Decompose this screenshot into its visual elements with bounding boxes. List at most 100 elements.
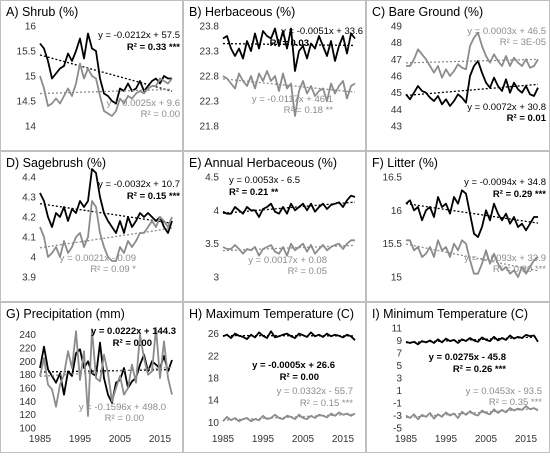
panel-6: F) Litter (%) 15 15.5 16 16.5 y = -0.0094x + … bbox=[367, 152, 550, 302]
panel-3-ytick-label: 45 bbox=[391, 88, 403, 99]
panel-2-annotation-4: R² = 0.18 ** bbox=[284, 105, 334, 116]
panel-3-title: C) Bare Ground (%) bbox=[372, 5, 483, 19]
panel-3-annotation-1: y = 0.0003x + 46.5 bbox=[467, 26, 546, 37]
panel-6-annotation-2: R² = 0.29 *** bbox=[493, 189, 546, 200]
panel-1-ytick-label: 15 bbox=[25, 72, 37, 83]
panel-7-ytick-label: 100 bbox=[19, 424, 36, 435]
panel-1-ytick-label: 14 bbox=[25, 122, 37, 133]
panel-1-annotation-2: R² = 0.33 *** bbox=[127, 42, 180, 53]
panel-2-title: B) Herbaceous (%) bbox=[189, 5, 295, 19]
panel-7-annotation-3: y = -0.1596x + 498.0 bbox=[79, 402, 166, 413]
panel-8-ytick-label: 14 bbox=[208, 396, 220, 407]
panel-8-xtick-label: 2015 bbox=[332, 434, 355, 445]
panel-9-annotation-4: R² = 0.35 *** bbox=[489, 397, 542, 408]
panel-6-ytick-label: 16.5 bbox=[383, 173, 403, 184]
panel-4-ytick-label: 4.3 bbox=[22, 193, 36, 204]
panel-4-annotation-4: R² = 0.09 * bbox=[90, 264, 136, 275]
panel-3-ytick-label: 49 bbox=[391, 22, 403, 33]
panel-5-annotation-1: y = 0.0053x - 6.5 bbox=[229, 175, 300, 186]
panel-6-annotation-1: y = -0.0094x + 34.8 bbox=[464, 177, 546, 188]
panel-2-annotation-1: y = -0.0051x + 33.6 bbox=[281, 26, 363, 37]
panel-9-title: I) Minimum Temperature (C) bbox=[372, 307, 528, 321]
panel-7-xtick-label: 2005 bbox=[109, 434, 132, 445]
panel-7-title: G) Precipitation (mm) bbox=[6, 307, 125, 321]
panel-9-xtick-label: 1985 bbox=[395, 434, 418, 445]
panel-6-ytick-label: 15 bbox=[391, 273, 403, 284]
panel-8-annotation-2: R² = 0.00 bbox=[280, 372, 319, 383]
panel-2-annotation-2: R² = 0.03 bbox=[270, 38, 309, 49]
panel-1-ytick-label: 14.5 bbox=[17, 97, 37, 108]
panel-8-ytick-label: 10 bbox=[208, 418, 220, 429]
panel-4-annotation-2: R² = 0.15 *** bbox=[127, 191, 180, 202]
panel-3-ytick-label: 48 bbox=[391, 38, 403, 49]
panel-9-xtick-label: 1995 bbox=[435, 434, 458, 445]
panel-9-xtick-label: 2015 bbox=[515, 434, 538, 445]
panel-9-ytick-label: 1 bbox=[396, 386, 402, 397]
panel-3-ytick-label: 44 bbox=[391, 105, 403, 116]
panel-5-ytick-label: 3.5 bbox=[205, 239, 219, 250]
panel-3-annotation-4: R² = 0.01 bbox=[507, 113, 547, 124]
panel-9-ytick-label: 9 bbox=[396, 336, 402, 347]
panel-4-ytick-label: 4 bbox=[30, 253, 36, 264]
panel-9-ytick-label: -5 bbox=[393, 424, 402, 435]
panel-5-ytick-label: 3 bbox=[213, 273, 219, 284]
panel-3-annotation-2: R² = 3E-05 bbox=[500, 37, 546, 48]
panel-6-annotation-4: R² = 0.30 *** bbox=[493, 264, 546, 275]
panel-9: I) Minimum Temperature (C)-5-3-113579111… bbox=[367, 303, 550, 453]
panel-6-ytick-label: 16 bbox=[391, 206, 403, 217]
panel-5-annotation-3: y = 0.0017x + 0.08 bbox=[248, 255, 327, 266]
panel-3-ytick-label: 46 bbox=[391, 72, 403, 83]
panel-1-ytick-label: 16 bbox=[25, 22, 37, 33]
panel-9-ytick-label: -3 bbox=[393, 411, 402, 422]
panel-1-title: A) Shrub (%) bbox=[6, 5, 78, 19]
panel-7-xtick-label: 1995 bbox=[69, 434, 92, 445]
panel-2-annotation-3: y = -0.0117x + 46.1 bbox=[252, 94, 333, 105]
panel-9-ytick-label: 5 bbox=[396, 361, 402, 372]
panel-5-ytick-label: 4 bbox=[213, 206, 219, 217]
panel-8-annotation-1: y = -0.0005x + 26.6 bbox=[252, 360, 335, 371]
panel-4-annotation-3: y = 0.0021x - 0.09 bbox=[60, 253, 136, 264]
panel-3-ytick-label: 47 bbox=[391, 55, 403, 66]
panel-8: H) Maximum Temperature (C)10141822261985… bbox=[184, 303, 366, 453]
panel-7-annotation-4: R² = 0.00 bbox=[105, 413, 144, 424]
panel-2-ytick-label: 23.3 bbox=[200, 47, 220, 58]
panel-8-xtick-label: 1995 bbox=[252, 434, 275, 445]
panel-7-ytick-label: 200 bbox=[19, 357, 36, 368]
panel-6-ytick-label: 15.5 bbox=[383, 239, 403, 250]
panel-9-xtick-label: 2005 bbox=[475, 434, 498, 445]
panel-2-ytick-label: 22.8 bbox=[200, 72, 220, 83]
panel-3-annotation-3: y = 0.0072x + 30.8 bbox=[467, 102, 546, 113]
panel-1-annotation-4: R² = 0.00 bbox=[141, 109, 180, 120]
panel-8-ytick-label: 26 bbox=[208, 329, 220, 340]
panel-5-ytick-label: 4.5 bbox=[205, 173, 219, 184]
panel-3: C) Bare Ground (%) 43 44 45 46 47 48 49 y = 0.00… bbox=[367, 1, 550, 151]
panel-4: D) Sagebrush (%)3.944.14.24.34.4y = -0.0… bbox=[1, 152, 183, 302]
panel-3-ytick-label: 43 bbox=[391, 122, 403, 133]
panel-7-ytick-label: 180 bbox=[19, 370, 36, 381]
panel-1-annotation-3: y = 0.0025x + 9.6 bbox=[107, 98, 180, 109]
panel-5-annotation-4: R² = 0.05 bbox=[288, 266, 327, 277]
panel-8-xtick-label: 2005 bbox=[292, 434, 315, 445]
panel-9-ytick-label: 7 bbox=[396, 349, 402, 360]
panel-4-title: D) Sagebrush (%) bbox=[6, 156, 106, 170]
panel-6-title: F) Litter (%) bbox=[372, 156, 438, 170]
panel-4-annotation-1: y = -0.0032x + 10.7 bbox=[98, 179, 180, 190]
panel-9-ytick-label: 11 bbox=[392, 324, 403, 335]
panel-5-title: E) Annual Herbaceous (%) bbox=[189, 156, 337, 170]
panel-8-title: H) Maximum Temperature (C) bbox=[189, 307, 354, 321]
panel-7-ytick-label: 120 bbox=[19, 410, 36, 421]
panel-4-ytick-label: 3.9 bbox=[22, 273, 36, 284]
panel-7-ytick-label: 140 bbox=[19, 397, 36, 408]
panel-9-annotation-1: y = 0.0275x - 45.8 bbox=[429, 352, 506, 363]
panel-8-ytick-label: 22 bbox=[208, 351, 220, 362]
panel-5: E) Annual Herbaceous (%) 3 3.5 4 4.5 y = 0.00… bbox=[184, 152, 366, 302]
panel-2-ytick-label: 21.8 bbox=[200, 122, 220, 133]
panel-5-annotation-2: R² = 0.21 ** bbox=[229, 187, 279, 198]
panel-7-annotation-1: y = 0.0222x + 144.3 bbox=[91, 326, 176, 337]
panel-8-annotation-3: y = 0.0332x - 55.7 bbox=[277, 386, 353, 397]
panel-7: G) Precipitation (mm)1001201401601802002… bbox=[1, 303, 183, 453]
